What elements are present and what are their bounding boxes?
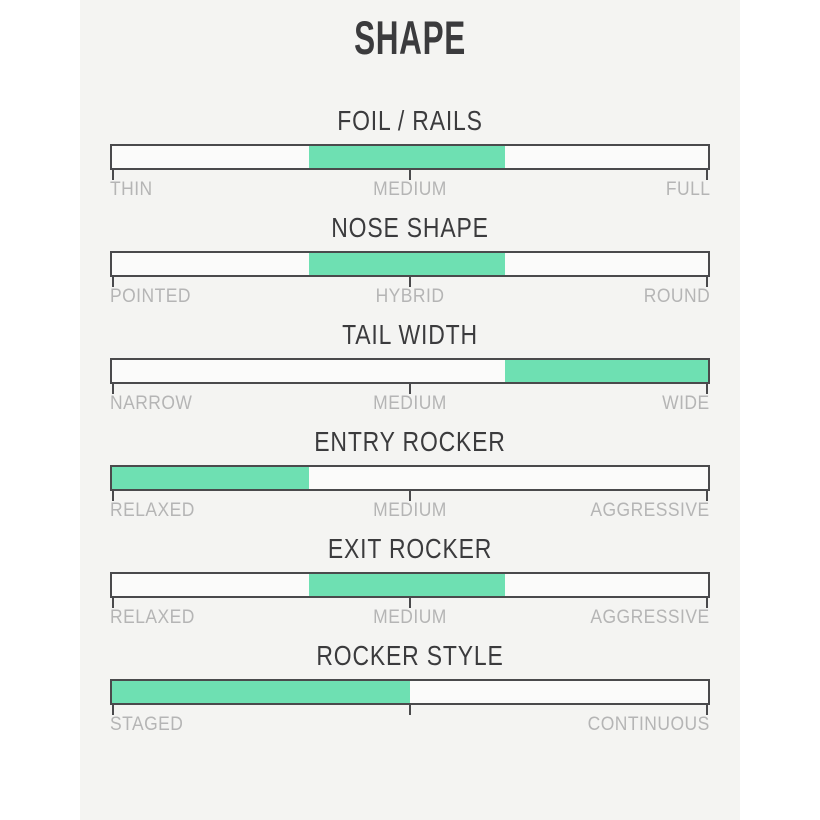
slider-track: [110, 358, 710, 394]
slider-fill-segment: [308, 253, 506, 275]
scale-label-max: ROUND: [643, 286, 710, 307]
scale-label-max: AGGRESSIVE: [590, 500, 710, 521]
slider-section-exit-rocker: EXIT ROCKER RELAXED MEDIUM AGGRESSIVE: [80, 535, 740, 627]
tick-mark: [409, 168, 411, 180]
slider-section-nose-shape: NOSE SHAPE POINTED HYBRID ROUND: [80, 214, 740, 306]
tick-mark: [112, 168, 114, 180]
slider-track: [110, 251, 710, 287]
slider-title: FOIL / RAILS: [337, 105, 483, 136]
slider-fill-segment: [112, 681, 410, 703]
scale-labels: RELAXED MEDIUM AGGRESSIVE: [110, 501, 710, 520]
scale-label-min: NARROW: [110, 393, 193, 414]
scale-label-mid: MEDIUM: [373, 179, 447, 200]
slider-bar-wrap: [110, 679, 710, 715]
scale-label-mid: MEDIUM: [373, 393, 447, 414]
slider-title: ENTRY ROCKER: [314, 426, 506, 457]
slider-title: ROCKER STYLE: [316, 640, 504, 671]
page-title: SHAPE: [354, 11, 466, 64]
slider-bar-wrap: [110, 465, 710, 501]
slider-title: NOSE SHAPE: [331, 212, 489, 243]
slider-bar-wrap: [110, 144, 710, 180]
scale-label-min: THIN: [110, 179, 153, 200]
scale-labels: THIN MEDIUM FULL: [110, 180, 710, 199]
scale-labels: NARROW MEDIUM WIDE: [110, 394, 710, 413]
slider-track: [110, 144, 710, 180]
tick-mark: [706, 489, 708, 501]
scale-label-max: FULL: [665, 179, 710, 200]
tick-mark: [409, 275, 411, 287]
slider-fill-segment: [308, 146, 506, 168]
scale-label-max: CONTINUOUS: [587, 714, 710, 735]
slider-title: EXIT ROCKER: [327, 533, 493, 564]
scale-labels: STAGED CONTINUOUS: [110, 715, 710, 734]
slider-bar-wrap: [110, 572, 710, 608]
slider-section-foil-rails: FOIL / RAILS THIN MEDIUM FULL: [80, 107, 740, 199]
scale-label-mid: MEDIUM: [373, 607, 447, 628]
tick-mark: [409, 703, 411, 715]
slider-fill-segment: [505, 360, 708, 382]
scale-label-max: AGGRESSIVE: [590, 607, 710, 628]
scale-label-mid: MEDIUM: [373, 500, 447, 521]
slider-section-entry-rocker: ENTRY ROCKER RELAXED MEDIUM AGGRESSIVE: [80, 428, 740, 520]
scale-label-min: RELAXED: [110, 500, 195, 521]
tick-mark: [706, 168, 708, 180]
tick-mark: [409, 382, 411, 394]
slider-bar-wrap: [110, 358, 710, 394]
tick-mark: [706, 275, 708, 287]
slider-title: TAIL WIDTH: [342, 319, 478, 350]
tick-mark: [409, 596, 411, 608]
slider-track: [110, 465, 710, 501]
slider-section-tail-width: TAIL WIDTH NARROW MEDIUM WIDE: [80, 321, 740, 413]
tick-mark: [112, 382, 114, 394]
scale-label-min: RELAXED: [110, 607, 195, 628]
scale-label-mid: HYBRID: [375, 286, 445, 307]
tick-mark: [112, 596, 114, 608]
slider-fill-segment: [112, 467, 309, 489]
tick-mark: [112, 275, 114, 287]
slider-fill-segment: [308, 574, 506, 596]
slider-bar-wrap: [110, 251, 710, 287]
slider-section-rocker-style: ROCKER STYLE STAGED CONTINUOUS: [80, 642, 740, 734]
scale-labels: RELAXED MEDIUM AGGRESSIVE: [110, 608, 710, 627]
tick-mark: [112, 489, 114, 501]
scale-label-max: WIDE: [662, 393, 710, 414]
tick-mark: [409, 489, 411, 501]
slider-track: [110, 572, 710, 608]
tick-mark: [706, 596, 708, 608]
scale-label-min: POINTED: [110, 286, 191, 307]
slider-track: [110, 679, 710, 715]
scale-label-min: STAGED: [110, 714, 184, 735]
tick-mark: [112, 703, 114, 715]
tick-mark: [706, 703, 708, 715]
scale-labels: POINTED HYBRID ROUND: [110, 287, 710, 306]
tick-mark: [706, 382, 708, 394]
shape-chart-panel: SHAPE FOIL / RAILS THIN MEDIUM FULL NOSE…: [80, 0, 740, 820]
